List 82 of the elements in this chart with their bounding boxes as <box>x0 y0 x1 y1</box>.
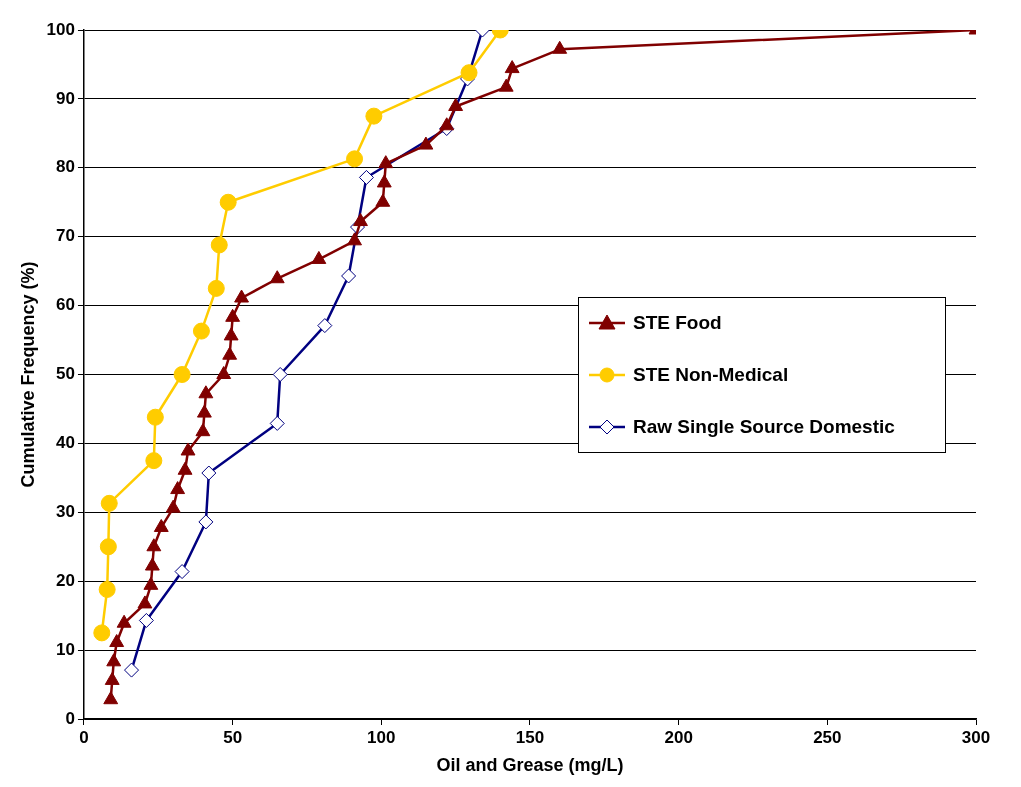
point <box>418 136 434 150</box>
legend-label: STE Non-Medical <box>633 363 789 386</box>
x-tick-label: 250 <box>813 727 842 747</box>
y-tick-label: 0 <box>65 708 75 728</box>
legend-label: Raw Single Source Domestic <box>633 415 895 438</box>
point <box>198 514 214 530</box>
point <box>375 193 391 207</box>
point <box>124 662 140 678</box>
point <box>93 624 111 642</box>
y-tick-label: 30 <box>56 501 75 521</box>
point <box>341 268 357 284</box>
point <box>153 518 169 532</box>
point <box>145 452 163 470</box>
y-tick-label: 80 <box>56 157 75 177</box>
point <box>100 494 118 512</box>
point <box>552 40 568 54</box>
point <box>174 564 190 580</box>
point <box>146 538 162 552</box>
y-tick-label: 20 <box>56 570 75 590</box>
legend-label: STE Food <box>633 311 722 334</box>
point <box>207 279 225 297</box>
point <box>448 97 464 111</box>
x-tick-label: 300 <box>961 727 991 747</box>
y-tick-label: 50 <box>56 364 75 384</box>
x-axis-title: Oil and Grease (mg/L) <box>436 755 624 776</box>
point <box>116 614 132 628</box>
point <box>504 60 520 74</box>
point <box>311 250 327 264</box>
point <box>143 576 159 590</box>
y-tick-label: 10 <box>56 639 75 659</box>
point <box>196 404 212 418</box>
point <box>317 318 333 334</box>
point <box>177 461 193 475</box>
point <box>195 423 211 437</box>
point <box>103 691 119 705</box>
point <box>104 671 120 685</box>
point <box>234 289 249 303</box>
point <box>180 442 196 456</box>
point <box>99 538 117 556</box>
point <box>173 366 191 383</box>
point <box>219 193 237 211</box>
x-tick-label: 50 <box>223 727 243 747</box>
point <box>198 385 214 399</box>
x-tick-label: 150 <box>515 727 545 747</box>
y-tick-label: 100 <box>46 19 75 39</box>
y-tick-label: 90 <box>56 88 75 108</box>
x-tick-label: 0 <box>79 727 89 747</box>
point <box>378 155 394 169</box>
y-axis-title: Cumulative Frequency (%) <box>17 261 38 488</box>
point <box>137 595 153 609</box>
point <box>365 107 383 125</box>
point <box>144 557 160 571</box>
point <box>146 408 164 426</box>
point <box>269 270 285 284</box>
point <box>460 64 478 82</box>
point <box>498 78 514 92</box>
point <box>192 322 210 340</box>
point <box>109 634 125 648</box>
point <box>222 346 238 360</box>
point <box>346 150 364 168</box>
point <box>358 169 374 185</box>
point <box>138 612 154 628</box>
y-tick-label: 70 <box>56 226 75 246</box>
y-tick-label: 40 <box>56 433 75 453</box>
point <box>347 232 362 246</box>
point <box>210 236 228 254</box>
point <box>439 117 455 131</box>
point <box>170 481 186 495</box>
point <box>272 367 288 382</box>
point <box>201 465 217 481</box>
point <box>376 174 392 188</box>
x-tick-label: 100 <box>367 727 396 747</box>
point <box>353 213 368 227</box>
point <box>269 415 285 431</box>
point <box>106 653 122 667</box>
y-tick-label: 60 <box>56 295 75 315</box>
point <box>223 327 239 341</box>
point <box>216 366 232 379</box>
x-tick-label: 200 <box>664 727 693 747</box>
point <box>225 308 241 322</box>
point <box>98 580 116 598</box>
point <box>165 499 181 513</box>
